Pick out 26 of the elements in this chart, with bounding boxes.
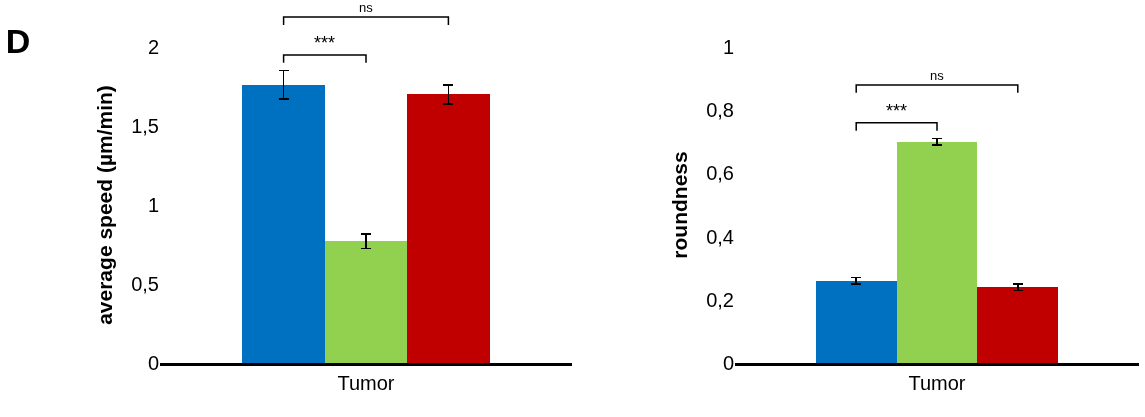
y-tick-label: 0,2 <box>706 288 734 311</box>
y-tick-label: 0,6 <box>706 162 734 185</box>
bar <box>977 287 1058 363</box>
y-tick-label: 0,8 <box>706 99 734 122</box>
annotation: ns <box>930 68 945 83</box>
annotation: *** <box>886 101 908 121</box>
bar <box>816 281 897 363</box>
bar <box>325 241 407 363</box>
y-tick-label: 0,5 <box>131 273 159 295</box>
y-tick-label: 0,4 <box>706 225 734 248</box>
x-tick-label: Tumor <box>337 372 395 394</box>
annotation: *** <box>314 33 336 53</box>
x-tick-label: Tumor <box>908 372 966 394</box>
y-axis-title: roundness <box>668 151 692 259</box>
bar <box>897 142 977 363</box>
bar <box>242 85 325 363</box>
y-tick-label: 1,5 <box>131 115 159 137</box>
bar <box>407 94 490 363</box>
y-tick-label: 1 <box>722 36 734 58</box>
chart-title: D <box>5 21 31 60</box>
text: ns <box>359 0 374 15</box>
y-tick-label: 1 <box>147 194 159 216</box>
y-tick-label: 0 <box>722 352 734 374</box>
y-axis-title: average speed (µm/min) <box>93 85 117 325</box>
y-tick-label: 2 <box>147 36 159 58</box>
y-tick-label: 0 <box>147 352 159 374</box>
